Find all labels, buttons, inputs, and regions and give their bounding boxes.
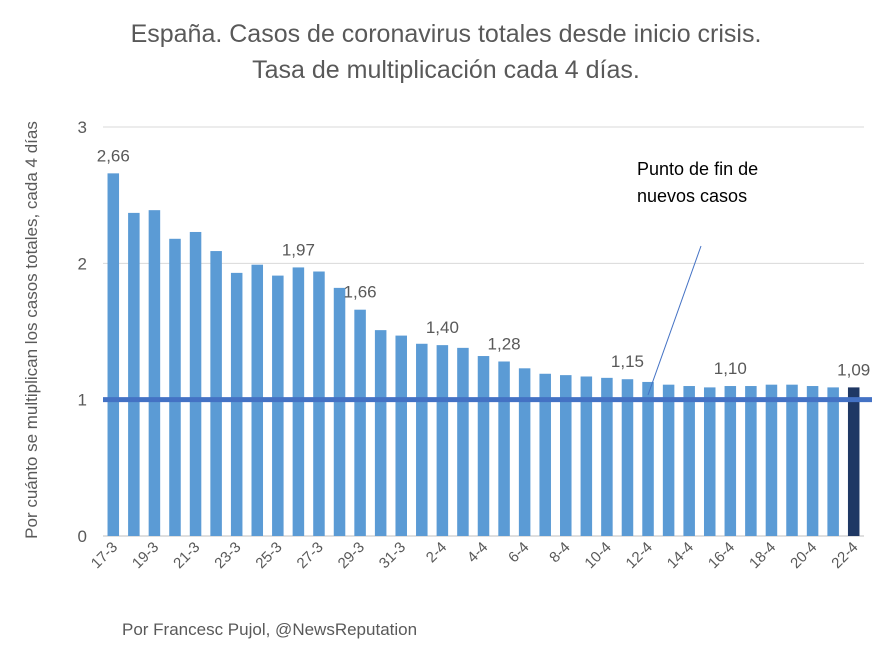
bar [847, 387, 860, 536]
x-tick-label: 14-4 [664, 539, 697, 572]
bar [395, 335, 407, 536]
data-label: 1,40 [426, 318, 459, 337]
bar [662, 384, 675, 536]
x-tick-label: 31-3 [376, 539, 409, 572]
data-label: 1,15 [611, 352, 644, 371]
footer-credit: Por Francesc Pujol, @NewsReputation [122, 620, 418, 639]
y-tick-label: 1 [78, 391, 87, 410]
x-tick-label: 6-4 [505, 539, 532, 566]
x-tick-label: 12-4 [623, 539, 656, 572]
annotation-line-1: Punto de fin de [637, 159, 759, 179]
x-tick-label: 2-4 [423, 539, 450, 566]
bar [148, 210, 161, 536]
bar [210, 251, 222, 536]
bar [189, 231, 202, 536]
bar [457, 347, 469, 536]
x-tick-label: 4-4 [464, 539, 491, 566]
bar [786, 384, 798, 536]
chart-title-line-2: Tasa de multiplicación cada 4 días. [252, 56, 640, 84]
bar [560, 375, 572, 536]
y-tick-label: 0 [78, 527, 87, 546]
bar [518, 368, 531, 536]
bar [374, 330, 387, 536]
y-tick-label: 2 [78, 254, 87, 273]
bar [683, 386, 695, 536]
bar [539, 373, 551, 536]
bar [128, 212, 140, 536]
data-label: 1,09 [837, 360, 870, 379]
bar [477, 356, 490, 536]
x-tick-label: 22-4 [828, 539, 861, 572]
y-tick-label: 3 [78, 118, 87, 137]
y-axis-label: Por cuánto se multiplican los casos tota… [22, 121, 41, 539]
bar [272, 275, 284, 536]
bar [333, 287, 346, 536]
bar [107, 173, 120, 536]
x-tick-label: 19-3 [129, 539, 162, 572]
annotation: Punto de fin de nuevos casos [637, 156, 837, 210]
bar [827, 387, 839, 536]
bar [724, 386, 737, 536]
x-tick-label: 17-3 [88, 539, 121, 572]
bar [601, 377, 613, 536]
data-label: 1,28 [488, 334, 521, 353]
bar [765, 384, 778, 536]
x-tick-label: 18-4 [746, 539, 779, 572]
bar [580, 376, 593, 536]
x-tick-label: 29-3 [335, 539, 368, 572]
x-tick-label: 16-4 [705, 539, 738, 572]
bar [436, 345, 449, 536]
bar [703, 387, 716, 536]
data-label: 1,66 [344, 283, 377, 302]
bar [313, 271, 325, 536]
bar [230, 272, 243, 536]
data-label: 2,66 [97, 146, 130, 165]
annotation-pointer [647, 245, 702, 396]
x-tick-label: 27-3 [294, 539, 327, 572]
bar [745, 386, 757, 536]
x-tick-label: 21-3 [170, 539, 203, 572]
bar [169, 238, 181, 536]
chart-title-line-1: España. Casos de coronavirus totales des… [130, 20, 762, 48]
x-tick-label: 8-4 [546, 539, 573, 566]
x-tick-label: 10-4 [581, 539, 614, 572]
annotation-line-2: nuevos casos [637, 186, 748, 206]
x-tick-label: 20-4 [787, 539, 820, 572]
x-tick-label: 25-3 [252, 539, 285, 572]
bar [806, 386, 819, 536]
bar [642, 381, 654, 536]
data-label: 1,10 [714, 359, 747, 378]
bar [621, 379, 634, 536]
bar [416, 343, 428, 536]
bar [498, 361, 510, 536]
data-label: 1,97 [282, 240, 315, 259]
bar [354, 309, 366, 536]
x-tick-label: 23-3 [211, 539, 244, 572]
